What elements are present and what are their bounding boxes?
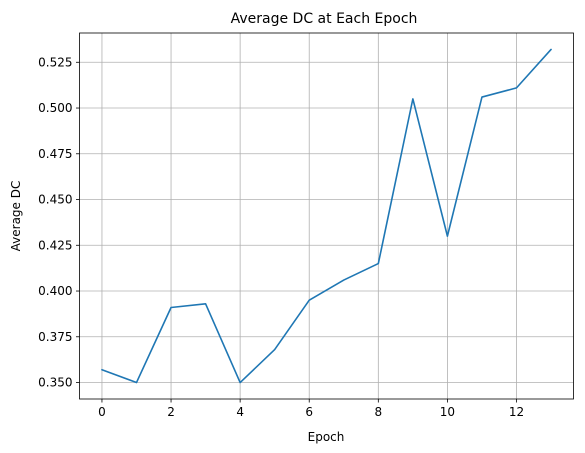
x-tick-label: 0: [98, 405, 106, 419]
chart-title: Average DC at Each Epoch: [231, 11, 418, 27]
y-tick-label: 0.350: [38, 376, 72, 390]
y-axis-label: Average DC: [9, 181, 23, 252]
x-tick-label: 12: [509, 405, 524, 419]
plot-frame: [79, 32, 574, 400]
x-tick-label: 8: [374, 405, 382, 419]
ticks: 0 2 4 6 8 10 12 0.350 0.375 0.400 0.425 0.450 0.475 0…: [38, 55, 524, 419]
x-tick-label: 6: [305, 405, 313, 419]
series-layer: [101, 48, 552, 384]
x-axis-label: Epoch: [308, 430, 345, 444]
x-tick-label: 2: [167, 405, 175, 419]
y-tick-label: 0.450: [38, 193, 72, 207]
series-line: [101, 48, 552, 384]
x-tick-label: 4: [236, 405, 244, 419]
y-tick-label: 0.500: [38, 101, 72, 115]
y-tick-label: 0.400: [38, 284, 72, 298]
grid: [79, 33, 574, 399]
y-tick-label: 0.525: [38, 55, 72, 69]
x-tick-label: 10: [440, 405, 455, 419]
y-tick-label: 0.425: [38, 238, 72, 252]
y-tick-label: 0.375: [38, 330, 72, 344]
y-tick-label: 0.475: [38, 147, 72, 161]
